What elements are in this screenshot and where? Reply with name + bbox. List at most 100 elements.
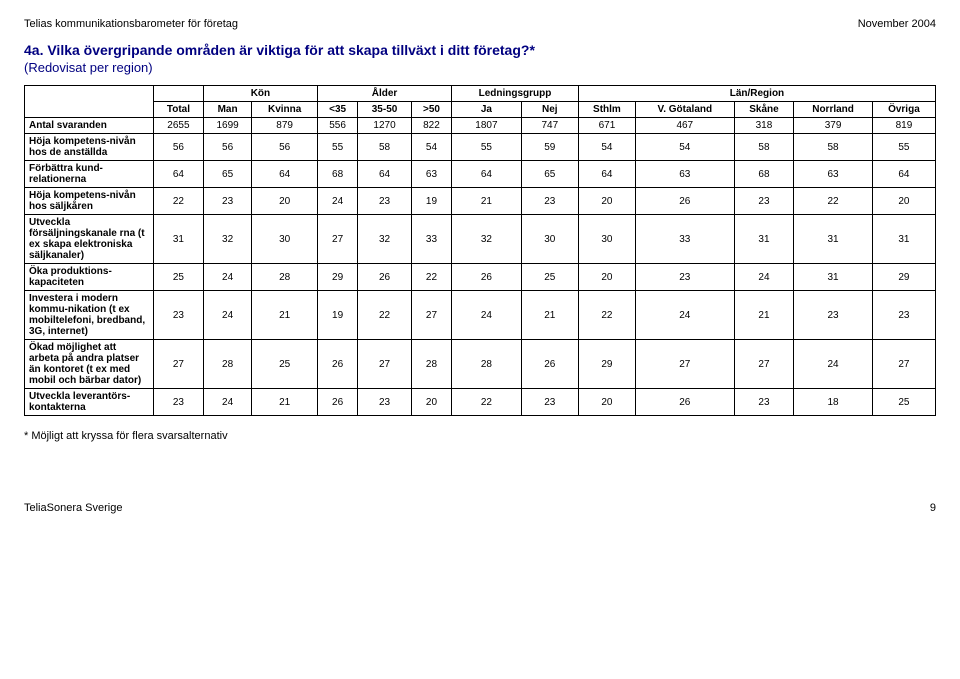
cell: 25 — [872, 389, 935, 416]
column-header: Skåne — [734, 102, 794, 118]
column-header: Norrland — [794, 102, 873, 118]
cell: 22 — [452, 389, 522, 416]
cell: 31 — [794, 215, 873, 264]
cell: 54 — [635, 134, 734, 161]
column-header: <35 — [317, 102, 357, 118]
cell: 21 — [452, 188, 522, 215]
cell: 19 — [317, 291, 357, 340]
row-label: Förbättra kund-relationerna — [25, 161, 154, 188]
cell: 55 — [317, 134, 357, 161]
column-header: Övriga — [872, 102, 935, 118]
page-footer: TeliaSonera Sverige 9 — [24, 502, 936, 514]
cell: 819 — [872, 118, 935, 134]
group-header — [154, 86, 204, 102]
table-row: Öka produktions-kapaciteten2524282926222… — [25, 264, 936, 291]
cell: 467 — [635, 118, 734, 134]
cell: 28 — [411, 340, 451, 389]
column-header: V. Götaland — [635, 102, 734, 118]
row-label: Höja kompetens-nivån hos de anställda — [25, 134, 154, 161]
cell: 20 — [872, 188, 935, 215]
cell: 747 — [521, 118, 578, 134]
cell: 22 — [578, 291, 635, 340]
cell: 24 — [452, 291, 522, 340]
corner-blank — [25, 86, 154, 118]
table-row: Förbättra kund-relationerna6465646864636… — [25, 161, 936, 188]
cell: 20 — [578, 389, 635, 416]
cell: 64 — [154, 161, 204, 188]
cell: 27 — [411, 291, 451, 340]
cell: 59 — [521, 134, 578, 161]
cell: 56 — [203, 134, 251, 161]
cell: 27 — [358, 340, 412, 389]
cell: 25 — [521, 264, 578, 291]
cell: 18 — [794, 389, 873, 416]
cell: 21 — [521, 291, 578, 340]
cell: 64 — [358, 161, 412, 188]
cell: 27 — [872, 340, 935, 389]
group-header: Ålder — [317, 86, 451, 102]
cell: 24 — [203, 291, 251, 340]
cell: 21 — [252, 291, 318, 340]
cell: 24 — [734, 264, 794, 291]
cell: 1270 — [358, 118, 412, 134]
cell: 20 — [578, 188, 635, 215]
cell: 20 — [411, 389, 451, 416]
cell: 33 — [635, 215, 734, 264]
table-row: Antal svaranden2655169987955612708221807… — [25, 118, 936, 134]
cell: 25 — [154, 264, 204, 291]
cell: 30 — [521, 215, 578, 264]
cell: 56 — [252, 134, 318, 161]
group-header: Län/Region — [578, 86, 935, 102]
cell: 54 — [411, 134, 451, 161]
row-label: Utveckla leverantörs-kontakterna — [25, 389, 154, 416]
cell: 64 — [252, 161, 318, 188]
cell: 24 — [203, 264, 251, 291]
table-row: Utveckla försäljningskanale rna (t ex sk… — [25, 215, 936, 264]
cell: 32 — [358, 215, 412, 264]
cell: 671 — [578, 118, 635, 134]
cell: 54 — [578, 134, 635, 161]
cell: 27 — [734, 340, 794, 389]
cell: 556 — [317, 118, 357, 134]
cell: 32 — [452, 215, 522, 264]
cell: 64 — [872, 161, 935, 188]
cell: 32 — [203, 215, 251, 264]
cell: 23 — [794, 291, 873, 340]
column-header: Total — [154, 102, 204, 118]
cell: 30 — [578, 215, 635, 264]
column-header: Nej — [521, 102, 578, 118]
cell: 23 — [734, 188, 794, 215]
cell: 29 — [872, 264, 935, 291]
cell: 22 — [794, 188, 873, 215]
row-label: Ökad möjlighet att arbeta på andra plats… — [25, 340, 154, 389]
cell: 21 — [252, 389, 318, 416]
column-header: Ja — [452, 102, 522, 118]
cell: 22 — [358, 291, 412, 340]
cell: 1807 — [452, 118, 522, 134]
cell: 19 — [411, 188, 451, 215]
column-header: Man — [203, 102, 251, 118]
cell: 23 — [154, 291, 204, 340]
cell: 68 — [317, 161, 357, 188]
footer-left: TeliaSonera Sverige — [24, 502, 122, 514]
cell: 379 — [794, 118, 873, 134]
cell: 23 — [203, 188, 251, 215]
section-title: 4a. Vilka övergripande områden är viktig… — [24, 42, 936, 58]
cell: 29 — [578, 340, 635, 389]
header-right: November 2004 — [858, 18, 936, 30]
cell: 58 — [794, 134, 873, 161]
table-head: KönÅlderLedningsgruppLän/Region TotalMan… — [25, 86, 936, 118]
cell: 24 — [317, 188, 357, 215]
column-header: >50 — [411, 102, 451, 118]
cell: 26 — [521, 340, 578, 389]
cell: 22 — [154, 188, 204, 215]
footnote: * Möjligt att kryssa för flera svarsalte… — [24, 430, 936, 442]
cell: 65 — [203, 161, 251, 188]
cell: 879 — [252, 118, 318, 134]
cell: 63 — [635, 161, 734, 188]
cell: 23 — [635, 264, 734, 291]
cell: 23 — [521, 188, 578, 215]
cell: 33 — [411, 215, 451, 264]
cell: 822 — [411, 118, 451, 134]
cell: 28 — [452, 340, 522, 389]
